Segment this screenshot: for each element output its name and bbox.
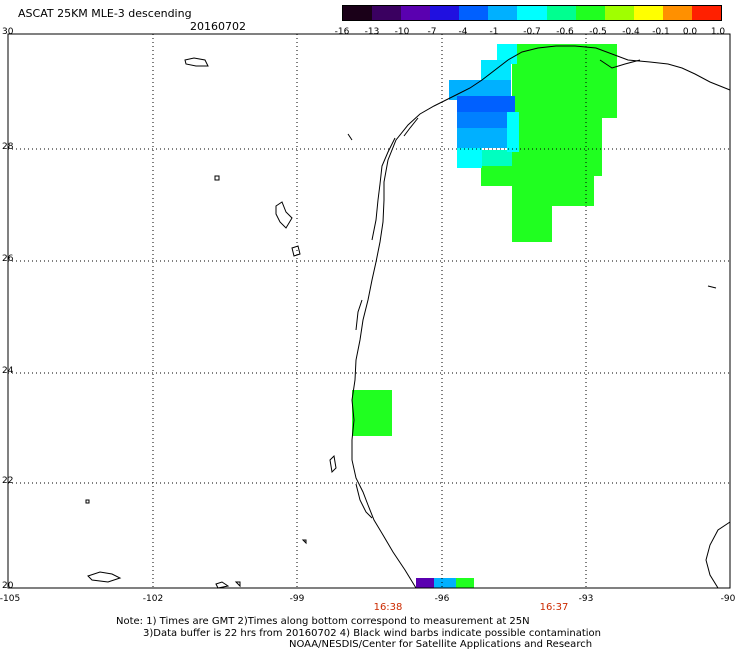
colorbar-swatch — [517, 6, 547, 20]
colorbar-swatch — [633, 6, 663, 20]
colorbar-swatch — [430, 6, 460, 20]
colorbar-label: -0.1 — [652, 27, 670, 37]
colorbar-swatch — [459, 6, 489, 20]
colorbar-swatch — [691, 6, 722, 20]
colorbar-label: -13 — [364, 27, 380, 37]
lat-label: 20 — [2, 581, 14, 591]
lat-label: 22 — [2, 476, 14, 486]
colorbar-label: -7 — [427, 27, 437, 37]
lat-label: 26 — [2, 254, 14, 264]
pass-time: 16:37 — [539, 602, 569, 613]
colorbar-label: -4 — [458, 27, 468, 37]
lon-label: -96 — [434, 594, 450, 604]
lon-label: -105 — [0, 594, 21, 604]
coastline — [85, 45, 731, 589]
gridlines — [8, 34, 730, 588]
product-date: 20160702 — [190, 20, 246, 33]
note-line: NOAA/NESDIS/Center for Satellite Applica… — [289, 639, 593, 650]
colorbar-swatch — [575, 6, 605, 20]
colorbar-label: -1 — [489, 27, 499, 37]
colorbar-swatch — [343, 6, 373, 20]
colorbar-label: -0.5 — [589, 27, 607, 37]
colorbar-swatch — [488, 6, 518, 20]
colorbar — [342, 5, 722, 21]
note-line: Note: 1) Times are GMT 2)Times along bot… — [116, 616, 530, 627]
colorbar-swatch — [401, 6, 431, 20]
colorbar-swatch — [662, 6, 692, 20]
wind-cells — [352, 44, 617, 588]
lon-label: -93 — [578, 594, 594, 604]
lat-label: 28 — [2, 142, 14, 152]
colorbar-label: -10 — [394, 27, 410, 37]
colorbar-label: -0.7 — [523, 27, 541, 37]
colorbar-swatch — [604, 6, 634, 20]
lat-label: 24 — [2, 366, 14, 376]
colorbar-label: 1.0 — [710, 27, 726, 37]
lon-label: -90 — [720, 594, 736, 604]
product-title: ASCAT 25KM MLE-3 descending — [18, 7, 192, 20]
colorbar-label: -0.4 — [622, 27, 640, 37]
colorbar-label: -0.6 — [556, 27, 574, 37]
note-line: 3)Data buffer is 22 hrs from 20160702 4)… — [143, 628, 601, 639]
colorbar-swatch — [372, 6, 402, 20]
colorbar-label: -16 — [334, 27, 350, 37]
colorbar-swatch — [546, 6, 576, 20]
lat-label: 30 — [2, 27, 14, 37]
lon-label: -102 — [142, 594, 164, 604]
pass-time: 16:38 — [373, 602, 403, 613]
map-frame — [7, 33, 731, 589]
lon-label: -99 — [289, 594, 305, 604]
colorbar-label: 0.0 — [682, 27, 698, 37]
